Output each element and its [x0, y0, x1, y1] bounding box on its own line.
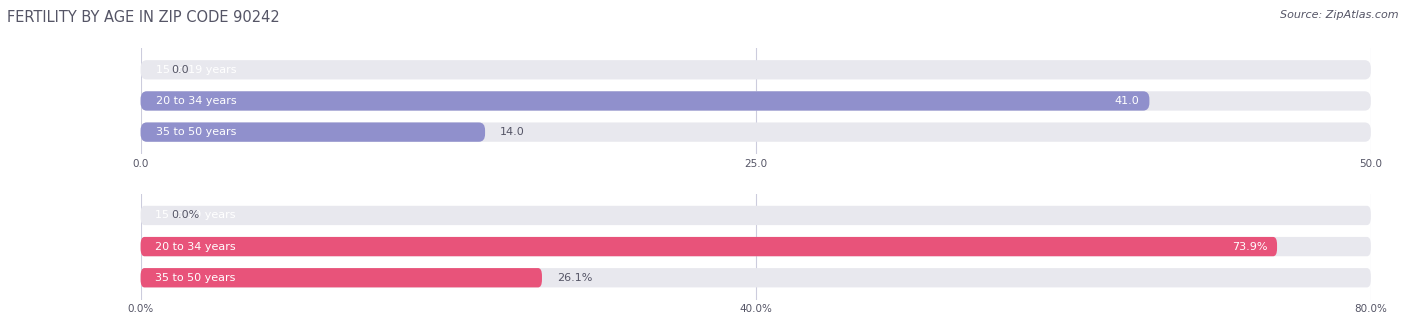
- Text: FERTILITY BY AGE IN ZIP CODE 90242: FERTILITY BY AGE IN ZIP CODE 90242: [7, 10, 280, 25]
- Text: 73.9%: 73.9%: [1232, 242, 1267, 252]
- Text: 14.0: 14.0: [501, 127, 524, 137]
- Text: 35 to 50 years: 35 to 50 years: [156, 127, 236, 137]
- Text: 35 to 50 years: 35 to 50 years: [155, 273, 235, 283]
- Text: 26.1%: 26.1%: [557, 273, 592, 283]
- FancyBboxPatch shape: [141, 91, 1371, 111]
- Text: 20 to 34 years: 20 to 34 years: [155, 242, 235, 252]
- Text: 15 to 19 years: 15 to 19 years: [156, 65, 236, 75]
- FancyBboxPatch shape: [141, 237, 1371, 256]
- FancyBboxPatch shape: [141, 237, 1277, 256]
- FancyBboxPatch shape: [141, 122, 1371, 142]
- FancyBboxPatch shape: [141, 268, 1371, 287]
- Text: 20 to 34 years: 20 to 34 years: [156, 96, 236, 106]
- Text: 41.0: 41.0: [1115, 96, 1140, 106]
- Text: 0.0%: 0.0%: [172, 211, 200, 220]
- Text: 0.0: 0.0: [172, 65, 188, 75]
- FancyBboxPatch shape: [141, 206, 1371, 225]
- Text: 15 to 19 years: 15 to 19 years: [155, 211, 235, 220]
- FancyBboxPatch shape: [141, 91, 1150, 111]
- Text: Source: ZipAtlas.com: Source: ZipAtlas.com: [1281, 10, 1399, 20]
- FancyBboxPatch shape: [141, 268, 541, 287]
- FancyBboxPatch shape: [141, 60, 1371, 79]
- FancyBboxPatch shape: [141, 122, 485, 142]
